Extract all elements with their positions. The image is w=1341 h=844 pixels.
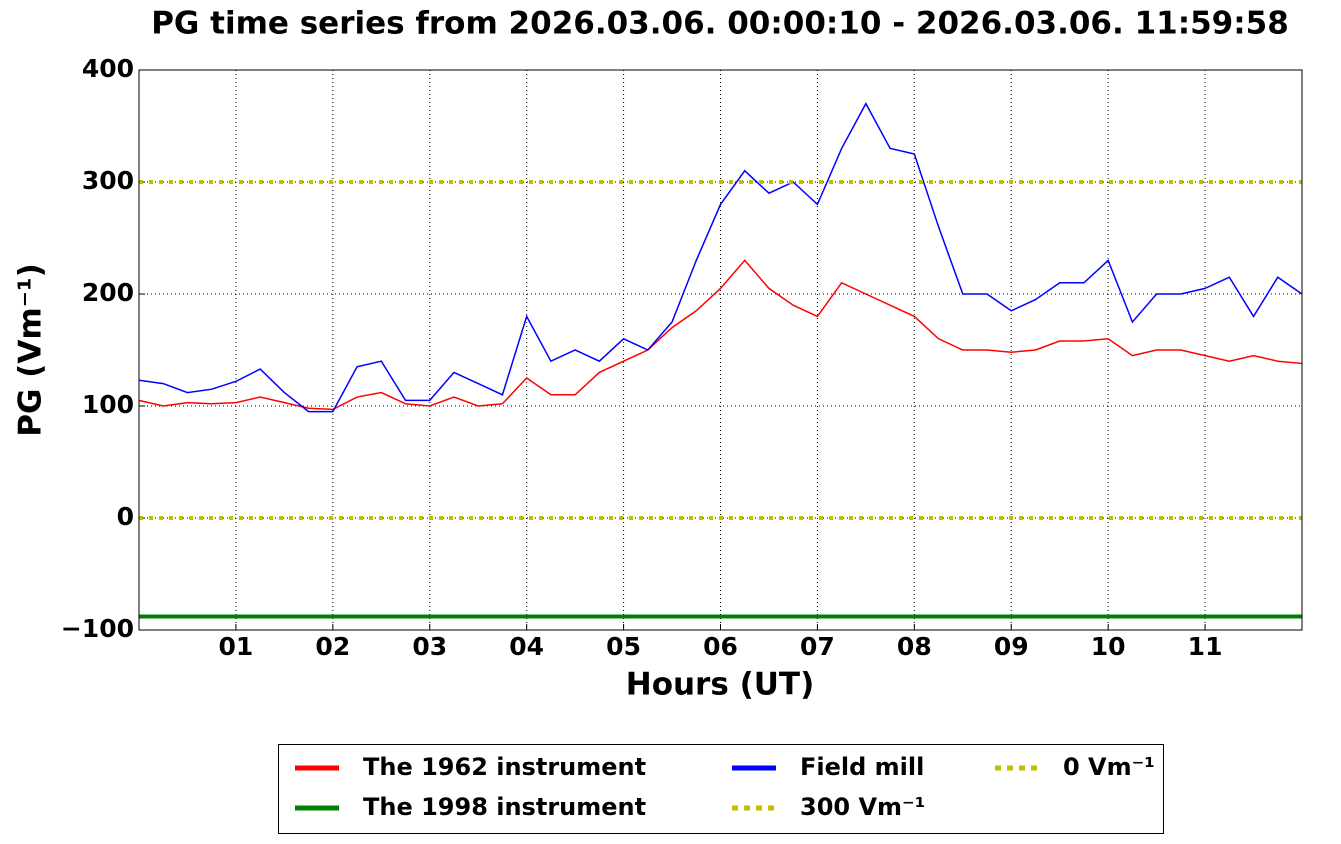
chart-title: PG time series from 2026.03.06. 00:00:10… <box>151 6 1289 42</box>
y-tick-label: 400 <box>82 54 134 83</box>
x-tick-label: 05 <box>606 632 641 661</box>
legend-label: 300 Vm⁻¹ <box>800 793 925 821</box>
y-tick-label: 200 <box>82 278 134 307</box>
legend-label: The 1998 instrument <box>363 793 646 821</box>
x-tick-label: 03 <box>412 632 447 661</box>
x-tick-label: 09 <box>994 632 1029 661</box>
legend <box>278 744 1164 834</box>
y-tick-label: −100 <box>61 614 134 643</box>
y-tick-label: 0 <box>117 502 134 531</box>
y-axis-label: PG (Vm⁻¹) <box>13 263 49 437</box>
x-tick-label: 06 <box>703 632 738 661</box>
series-line <box>138 102 1303 413</box>
y-tick-label: 300 <box>82 166 134 195</box>
x-tick-label: 01 <box>219 632 254 661</box>
x-tick-label: 02 <box>315 632 350 661</box>
x-tick-label: 04 <box>509 632 544 661</box>
legend-label: 0 Vm⁻¹ <box>1063 753 1155 781</box>
series-line <box>138 259 1303 411</box>
x-tick-label: 07 <box>800 632 835 661</box>
x-tick-label: 10 <box>1091 632 1126 661</box>
x-tick-label: 08 <box>897 632 932 661</box>
x-tick-label: 11 <box>1188 632 1223 661</box>
x-axis-label: Hours (UT) <box>626 667 815 703</box>
legend-label: The 1962 instrument <box>363 753 646 781</box>
legend-label: Field mill <box>800 753 924 781</box>
plot-frame <box>138 69 1303 631</box>
y-tick-label: 100 <box>82 390 134 419</box>
